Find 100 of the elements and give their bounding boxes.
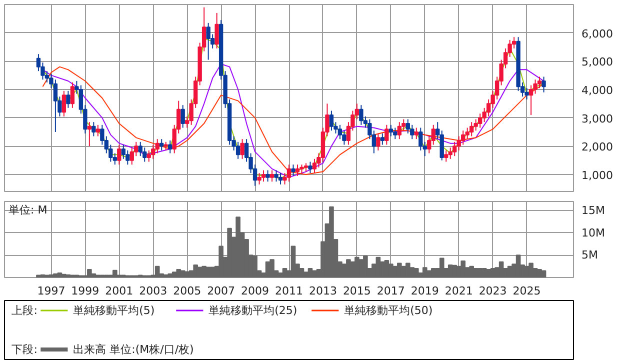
candlestick <box>397 122 402 140</box>
bar <box>87 268 92 278</box>
x-tick-label: 1997 <box>37 284 66 298</box>
bar <box>53 273 58 278</box>
bar <box>528 262 534 278</box>
bar <box>414 268 419 278</box>
bar <box>346 259 351 278</box>
bar <box>354 256 360 278</box>
candlestick <box>444 150 448 162</box>
candlestick <box>542 76 546 93</box>
candlestick <box>261 170 266 182</box>
candlestick <box>62 90 66 117</box>
candlestick <box>168 140 172 154</box>
bar <box>422 267 428 278</box>
x-tick-label: 2003 <box>139 284 168 298</box>
bar <box>329 206 334 278</box>
bar <box>252 256 258 278</box>
x-tick-label: 2025 <box>512 284 541 298</box>
candlestick <box>274 170 278 182</box>
candlestick <box>206 22 210 60</box>
bar <box>227 228 232 278</box>
candlestick <box>286 164 292 182</box>
candlestick <box>384 124 389 146</box>
y-tick-label: 3,000 <box>582 112 613 126</box>
candlestick <box>291 164 296 176</box>
bar <box>168 273 173 278</box>
bar <box>304 272 308 278</box>
candlestick <box>414 127 418 140</box>
bar <box>184 271 190 278</box>
x-tick-label: 2015 <box>342 284 371 298</box>
bar <box>62 274 66 278</box>
bar <box>218 246 224 278</box>
bar <box>426 270 432 278</box>
legend-label: 出来高 単位:(M株/口/枚) <box>73 343 194 356</box>
candlestick <box>151 144 156 160</box>
candlestick <box>257 172 262 185</box>
bar <box>478 268 482 278</box>
legend-label: 単純移動平均(50) <box>344 304 433 317</box>
bar <box>176 268 182 278</box>
bar <box>439 258 444 278</box>
candlestick <box>180 104 185 128</box>
legend-title: 下段: <box>12 343 38 356</box>
candlestick <box>393 127 398 140</box>
x-tick-label: 2011 <box>275 284 304 298</box>
bar <box>96 274 100 278</box>
bar <box>112 270 118 278</box>
bar <box>486 268 491 278</box>
candlestick <box>528 84 534 116</box>
candlestick <box>295 164 300 176</box>
candlestick <box>240 138 244 160</box>
x-tick-label: 2017 <box>376 284 405 298</box>
y-tick-label: 5,000 <box>582 56 613 69</box>
bar <box>70 274 75 278</box>
bar <box>392 266 398 278</box>
candlestick <box>155 138 160 154</box>
y-tick-label: 10M <box>582 226 605 240</box>
candlestick <box>270 170 274 182</box>
bar <box>270 259 274 278</box>
candlestick <box>117 144 122 166</box>
candlestick <box>478 113 482 128</box>
bar <box>202 266 206 278</box>
candlestick <box>53 79 58 132</box>
x-tick-label: 2019 <box>410 284 439 298</box>
bar <box>193 264 198 278</box>
bar <box>210 266 215 278</box>
bar <box>236 216 240 278</box>
candlestick <box>440 130 444 161</box>
candlestick <box>160 138 164 151</box>
candlestick <box>469 122 474 137</box>
y-tick-label: 5M <box>582 248 598 262</box>
bar <box>290 246 296 278</box>
x-tick-label: 2013 <box>308 284 337 298</box>
x-tick-label: 2021 <box>444 284 473 298</box>
candlestick <box>308 161 312 174</box>
bar <box>363 256 368 278</box>
candlestick <box>87 122 92 147</box>
legend-title: 上段: <box>12 304 38 317</box>
bar <box>541 270 546 278</box>
candlestick <box>66 90 70 108</box>
bar <box>44 274 50 278</box>
bar <box>452 264 458 278</box>
bar <box>380 261 385 278</box>
candlestick <box>96 124 100 137</box>
y-tick-label: 15M <box>582 204 605 217</box>
bar <box>401 266 406 278</box>
candlestick <box>266 170 270 182</box>
candlestick <box>380 132 385 146</box>
candlestick <box>418 127 423 151</box>
bar <box>57 272 62 278</box>
candlestick <box>359 104 364 126</box>
legend-label: 単純移動平均(5) <box>73 304 155 317</box>
x-tick-label: 2005 <box>173 284 202 298</box>
candlestick <box>376 132 380 151</box>
bar <box>396 262 402 278</box>
candlestick <box>214 12 219 49</box>
bar <box>405 262 410 278</box>
y-tick-label: 1,000 <box>582 169 613 182</box>
candlestick <box>92 122 96 137</box>
bar <box>154 266 160 278</box>
bar <box>460 260 466 278</box>
